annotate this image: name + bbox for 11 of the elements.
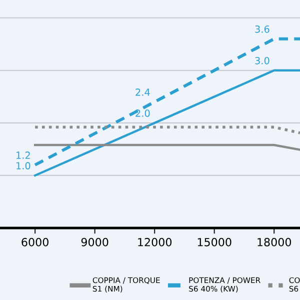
data-label: 3.6 [255, 25, 270, 33]
x-tick-label: 18000 [258, 238, 292, 246]
x-tick-label: 12000 [138, 238, 172, 246]
x-tick-label: 9000 [81, 238, 108, 246]
data-label: 1.2 [16, 152, 30, 159]
data-label: 2.4 [136, 88, 150, 96]
data-label: 1.0 [16, 162, 30, 170]
x-tick-label: 15000 [198, 238, 232, 246]
data-label: 2.0 [136, 110, 150, 117]
x-tick-label: 6000 [22, 238, 48, 246]
data-label: 3.0 [255, 56, 270, 64]
